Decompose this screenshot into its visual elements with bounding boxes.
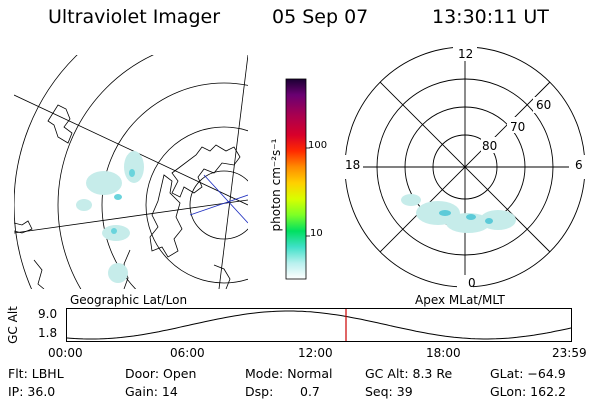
mlt-label-6: 6 [575,158,583,172]
coastline [213,264,231,289]
mode-info: Mode: Normal [245,366,333,381]
colorbar-tick-100: 100 [308,140,328,151]
auroral-patch [124,151,144,183]
auroral-patch-bright [129,169,135,177]
dsp-label: Dsp: [245,384,274,399]
gc-altitude-info: GC Alt: 8.3 Re [365,366,453,381]
ip-info: IP: 36.0 [8,384,56,399]
altitude-tick-min: 1.8 [38,326,58,340]
coastline [47,104,73,144]
auroral-patch [108,263,128,283]
geographic-map [14,55,248,289]
gain-info: Gain: 14 [125,384,178,399]
auroral-patch [76,199,92,211]
auroral-patch [86,171,122,195]
colorbar-scale [285,78,307,280]
observation-date: 05 Sep 07 [272,6,369,28]
colorbar [285,78,310,280]
magnetic-polar-plot [343,45,587,289]
right-panel-label: Apex MLat/MLT [415,293,505,307]
mlt-label-12: 12 [458,47,474,61]
mlt-label-18: 18 [345,158,361,172]
lat-circle [101,82,248,289]
auroral-patch [401,194,421,206]
coastline [33,259,45,289]
pole-meridian [203,174,248,224]
time-tick-0600: 06:00 [170,346,205,360]
auroral-patch-bright [485,218,493,224]
door-info: Door: Open [125,366,197,381]
colorbar-tick-10: 10 [310,228,323,239]
sequence-info: Seq: 39 [365,384,413,399]
auroral-patch [446,213,490,233]
pole-meridian [189,194,248,216]
filter-info: Flt: LBHL [8,366,64,381]
coastline [171,144,241,198]
colorbar-unit-label: photon cm⁻²s⁻¹ [269,138,283,232]
auroral-patch-bright [111,228,117,234]
geo-latitude-info: GLat: −64.9 [490,366,566,381]
dsp-value: 0.7 [300,384,320,399]
mlt-line [379,81,551,253]
lat-circle [57,55,154,289]
mlt-label-0: 0 [468,276,476,290]
geo-longitude-info: GLon: 162.2 [490,384,566,399]
time-tick-0000: 00:00 [48,346,83,360]
meridian-line [218,55,248,289]
coastline [14,220,33,234]
time-tick-1800: 18:00 [426,346,461,360]
auroral-patch-bright [466,214,476,220]
auroral-patch-bright [439,210,451,216]
auroral-patch-bright [114,194,122,200]
altitude-curve [66,310,572,340]
time-tick-2359: 23:59 [552,346,587,360]
meridian-line [14,94,248,206]
time-tick-1200: 12:00 [298,346,333,360]
observation-time: 13:30:11 UT [432,6,549,28]
left-panel-label: Geographic Lat/Lon [70,293,188,307]
altitude-axis-title: GC Alt [6,306,20,344]
instrument-title: Ultraviolet Imager [48,6,221,28]
lat-circle [145,126,248,284]
altitude-plot [66,308,572,342]
auroral-patch [480,210,516,230]
mlat-label-60: 60 [536,98,552,112]
coastline [149,174,183,258]
mlat-label-80: 80 [482,139,498,153]
meridian-line [14,199,248,234]
mlat-label-70: 70 [510,120,526,134]
lat-circle [189,170,248,240]
altitude-tick-max: 9.0 [38,307,58,321]
altitude-plot-frame [66,308,572,342]
